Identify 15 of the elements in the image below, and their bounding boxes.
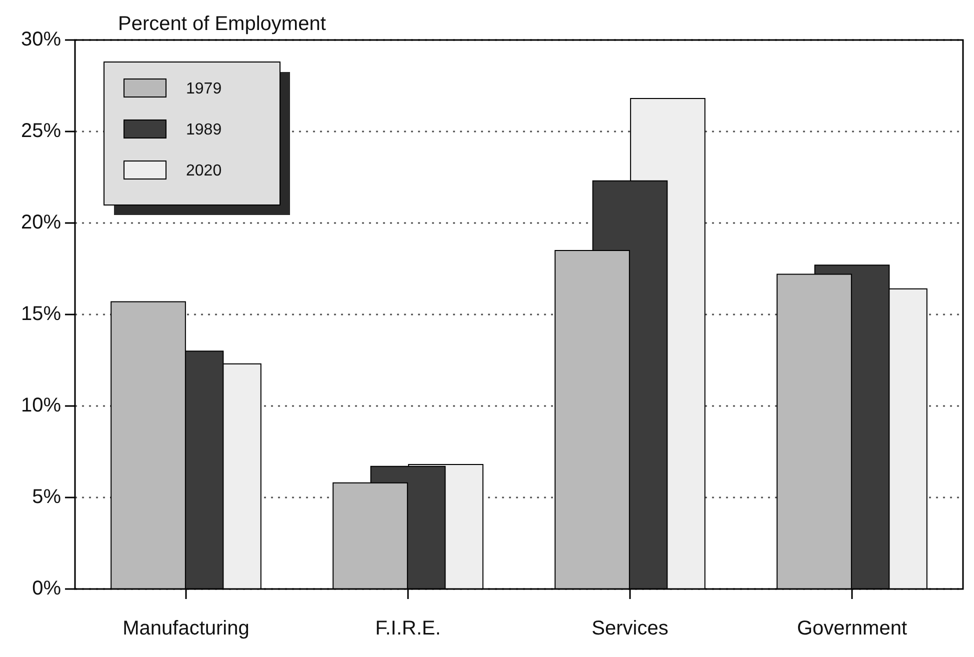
y-tick-label: 5%	[32, 486, 62, 508]
legend-label: 1989	[186, 121, 222, 138]
legend-label: 2020	[186, 162, 222, 180]
legend-label: 1979	[186, 80, 222, 98]
x-tick-label: Services	[592, 618, 668, 640]
y-tick-label: 30%	[20, 28, 62, 51]
x-tick-label: F.I.R.E.	[375, 618, 441, 640]
y-tick-label: 25%	[20, 120, 62, 142]
x-tick-label: Manufacturing	[122, 618, 250, 640]
y-axis-title: Percent of Employment	[118, 13, 326, 35]
y-tick-label: 20%	[20, 212, 62, 234]
y-tick-label: 10%	[20, 394, 62, 417]
y-tick-label: 15%	[20, 303, 62, 326]
y-tick-label: 0%	[32, 578, 62, 600]
x-tick-label: Government	[796, 618, 908, 640]
